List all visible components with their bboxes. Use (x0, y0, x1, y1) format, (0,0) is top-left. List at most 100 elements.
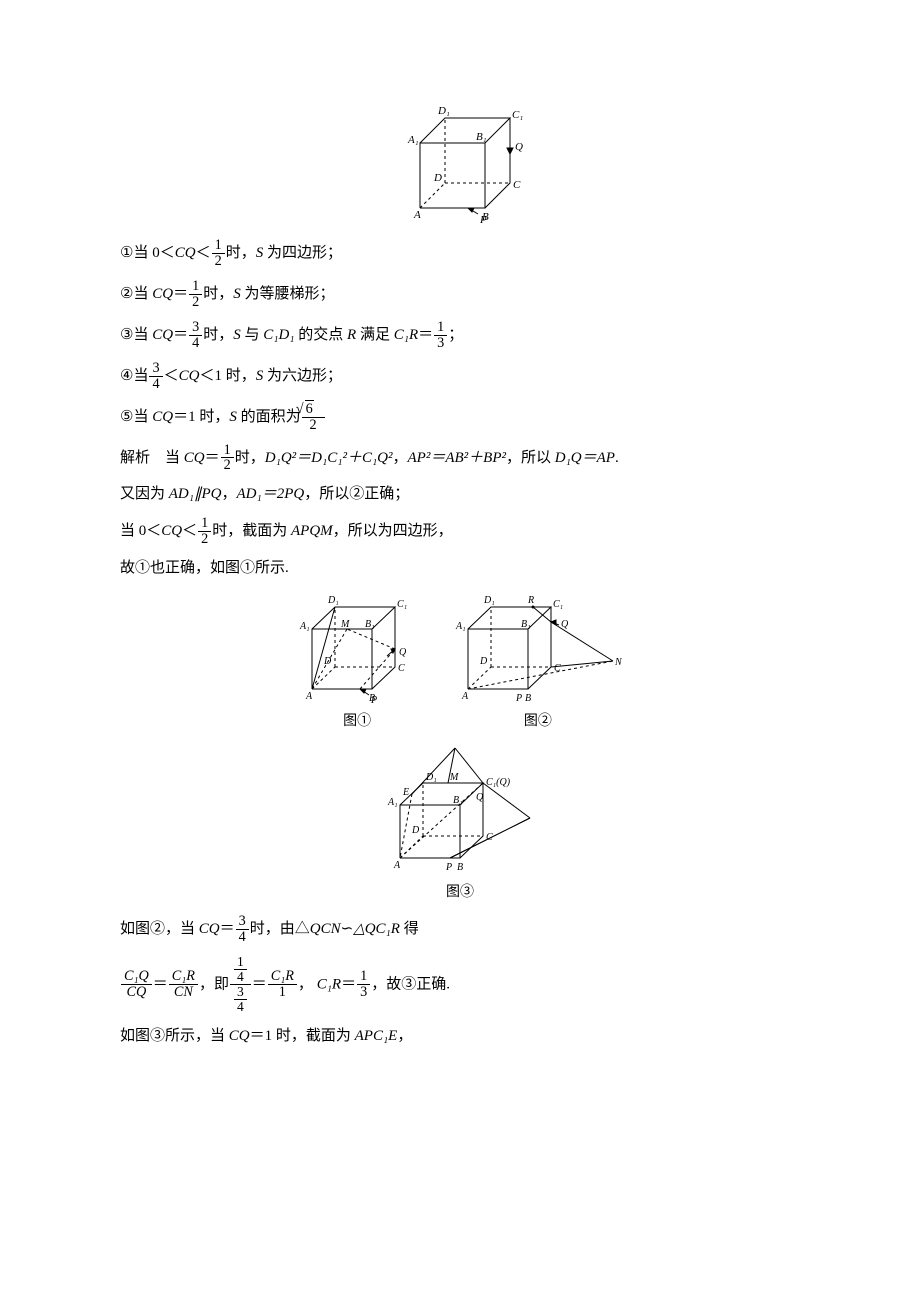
svg-text:P: P (370, 695, 377, 706)
txt: ＝ (205, 449, 220, 465)
txt: ＝ (252, 976, 267, 992)
svg-text:P: P (515, 693, 522, 704)
txt: 满足 (356, 327, 394, 343)
txt: 时，截面为 (212, 523, 291, 539)
cube-fig1: A B C D A₁ B₁ C₁ D₁ M P Q (287, 589, 427, 709)
txt: ， (397, 1028, 412, 1044)
txt: 时， (203, 327, 233, 343)
svg-text:M: M (340, 619, 350, 630)
txt: 当 (165, 449, 184, 465)
svg-text:Q: Q (476, 792, 484, 803)
svg-text:D: D (323, 656, 332, 667)
txt: ， (221, 486, 236, 502)
var: S (233, 327, 241, 343)
frac: 13 (357, 969, 370, 1000)
txt: 当 0＜ (120, 523, 161, 539)
svg-text:D: D (411, 825, 420, 836)
txt: ＜ (196, 245, 211, 261)
var: CQ (152, 327, 173, 343)
txt: ，所以②正确； (304, 486, 409, 502)
svg-text:C₁(Q): C₁(Q) (486, 777, 511, 788)
svg-text:A₁: A₁ (407, 134, 419, 146)
txt: 当 (133, 409, 152, 425)
txt: . (615, 449, 619, 465)
caption-1: 图① (281, 711, 433, 732)
txt: ，所以 (506, 449, 555, 465)
circ-1: ① (120, 245, 133, 261)
txt: 故①也正确，如图①所示. (120, 560, 289, 576)
circ-2: ② (120, 286, 133, 302)
stmt-5: ⑤当 CQ＝1 时，S 的面积为6√2 (120, 402, 800, 433)
txt: ＜1 时， (199, 368, 255, 384)
caption-2: 图② (437, 711, 639, 732)
svg-text:A: A (413, 209, 421, 221)
svg-text:E: E (402, 787, 409, 798)
sol-2: 又因为 AD₁∥PQ，AD₁＝2PQ，所以②正确； (120, 483, 800, 506)
svg-text:P: P (479, 214, 487, 226)
txt: ，所以为四边形， (333, 523, 453, 539)
txt: ，故③正确. (371, 976, 450, 992)
txt: ∽ (341, 921, 354, 937)
sol-7: 如图③所示，当 CQ＝1 时，截面为 APC₁E， (120, 1025, 800, 1048)
var: CQ (152, 286, 173, 302)
svg-text:C₁: C₁ (553, 599, 563, 610)
txt: ＝ (418, 327, 433, 343)
txt: ， (393, 449, 408, 465)
stmt-1: ①当 0＜CQ＜12时，S 为四边形； (120, 238, 800, 269)
svg-text:C: C (398, 663, 405, 674)
txt: 即 (214, 976, 229, 992)
txt: ＝ (220, 921, 235, 937)
svg-text:C: C (513, 179, 521, 191)
svg-text:D: D (433, 172, 442, 184)
txt: ， (199, 976, 214, 992)
var: C₁R (394, 327, 418, 343)
txt: ＝ (153, 976, 168, 992)
txt: ＜ (164, 368, 179, 384)
svg-text:B: B (525, 693, 531, 704)
var: CQ (184, 449, 205, 465)
frac: 6√2 (302, 402, 325, 433)
sol-6: C₁QCQ＝C₁RCN，即1434＝C₁R1， C₁R＝13，故③正确. (120, 955, 800, 1015)
txt (150, 449, 165, 465)
txt: 的面积为 (237, 409, 301, 425)
var: CQ (179, 368, 200, 384)
var: CQ (152, 409, 173, 425)
txt: 当 (133, 368, 148, 384)
frac: 12 (221, 443, 234, 474)
txt: 时，由△ (250, 921, 310, 937)
figure-3: A B C D A₁ B₁ C₁(Q) D₁ E M P Q 图③ (120, 740, 800, 904)
stmt-3: ③当 CQ＝34时，S 与 C₁D₁ 的交点 R 满足 C₁R＝13； (120, 320, 800, 351)
svg-text:B: B (457, 862, 463, 873)
frac: C₁R1 (268, 969, 297, 1000)
svg-text:N: N (614, 657, 623, 668)
caption-3: 图③ (364, 882, 556, 903)
txt: 如图③所示，当 (120, 1028, 229, 1044)
frac: 1434 (230, 955, 251, 1015)
txt: ＝1 时，截面为 (250, 1028, 355, 1044)
eq: AP²＝AB²＋BP² (408, 449, 506, 465)
svg-text:D₁: D₁ (437, 105, 450, 117)
var: QCN (310, 921, 341, 937)
frac: 34 (189, 320, 202, 351)
txt: 当 (133, 286, 152, 302)
txt: ＝ (341, 976, 356, 992)
label-solution: 解析 (120, 449, 150, 465)
txt: 的交点 (295, 327, 348, 343)
svg-text:C₁: C₁ (512, 109, 523, 121)
txt: 为四边形； (263, 245, 342, 261)
svg-text:C₁: C₁ (397, 599, 407, 610)
sol-5: 如图②，当 CQ＝34时，由△QCN∽△QC₁R 得 (120, 914, 800, 945)
var: APC₁E (355, 1028, 398, 1044)
sol-4: 故①也正确，如图①所示. (120, 557, 800, 580)
svg-text:Q: Q (399, 647, 407, 658)
sol-1: 解析 当 CQ＝12时，D₁Q²＝D₁C₁²＋C₁Q²，AP²＝AB²＋BP²，… (120, 443, 800, 474)
frac: C₁QCQ (121, 969, 152, 1000)
circ-4: ④ (120, 368, 133, 384)
svg-text:C: C (554, 663, 561, 674)
svg-text:R: R (527, 595, 534, 606)
stmt-2: ②当 CQ＝12时，S 为等腰梯形； (120, 279, 800, 310)
frac: C₁RCN (169, 969, 198, 1000)
svg-text:D₁: D₁ (425, 772, 437, 783)
txt: 时， (235, 449, 265, 465)
txt: 时， (203, 286, 233, 302)
